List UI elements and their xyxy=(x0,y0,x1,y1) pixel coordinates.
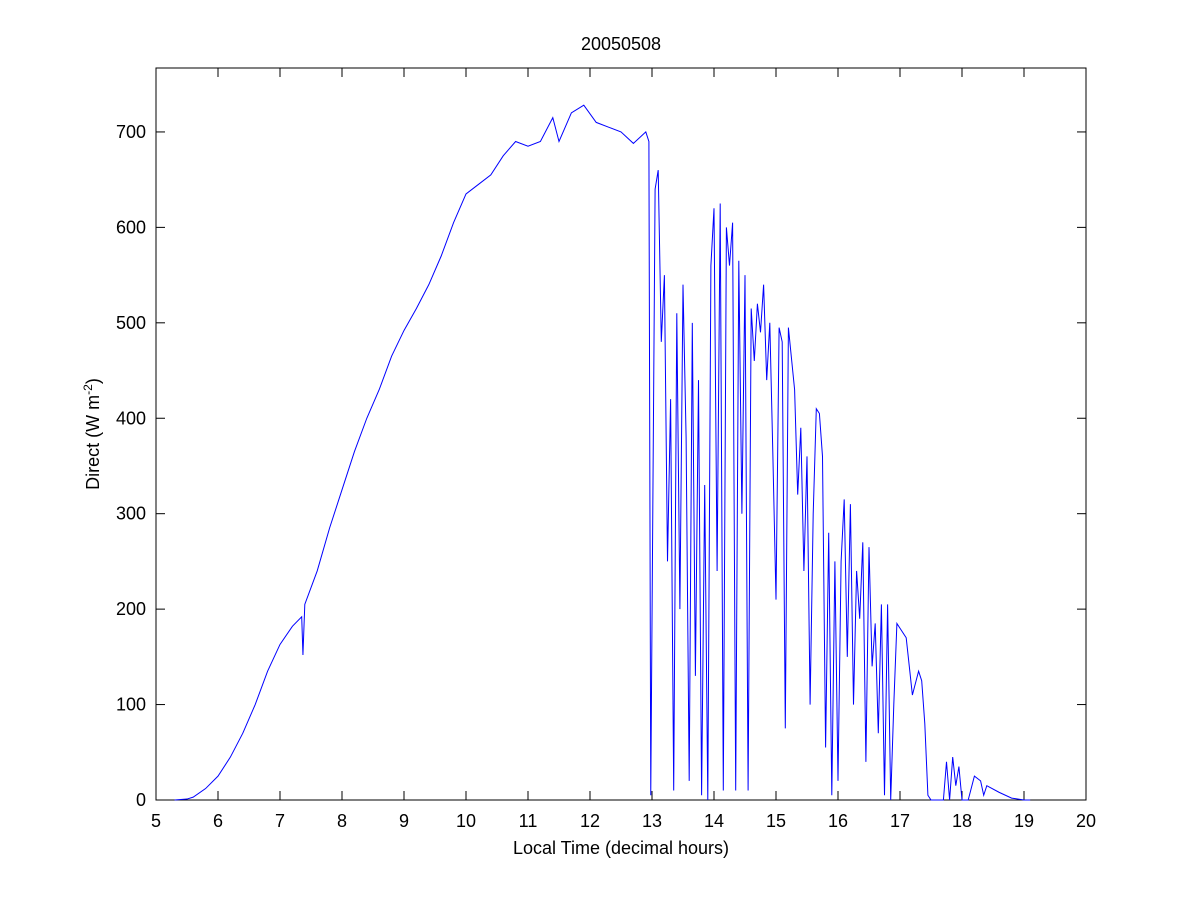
x-tick-label: 18 xyxy=(952,811,972,831)
data-line xyxy=(174,104,1031,801)
y-axis-label-suffix: ) xyxy=(83,378,103,384)
y-tick-label: 600 xyxy=(116,217,146,237)
y-axis-label-text: Direct (W m xyxy=(83,395,103,490)
x-tick-label: 5 xyxy=(151,811,161,831)
x-tick-label: 9 xyxy=(399,811,409,831)
x-tick-label: 20 xyxy=(1076,811,1096,831)
x-tick-label: 19 xyxy=(1014,811,1034,831)
y-tick-label: 400 xyxy=(116,408,146,428)
x-tick-label: 16 xyxy=(828,811,848,831)
y-tick-label: 100 xyxy=(116,695,146,715)
y-tick-label: 200 xyxy=(116,599,146,619)
y-tick-label: 700 xyxy=(116,122,146,142)
x-tick-label: 10 xyxy=(456,811,476,831)
y-axis-label: Direct (W m-2) xyxy=(81,378,103,490)
x-tick-label: 12 xyxy=(580,811,600,831)
x-tick-label: 7 xyxy=(275,811,285,831)
x-axis-label: Local Time (decimal hours) xyxy=(513,838,729,858)
x-tick-label: 6 xyxy=(213,811,223,831)
chart-title: 20050508 xyxy=(581,34,661,54)
y-axis-label-superscript: -2 xyxy=(81,384,95,395)
plot-frame xyxy=(155,67,1087,801)
x-tick-label: 15 xyxy=(766,811,786,831)
x-tick-label: 17 xyxy=(890,811,910,831)
x-tick-label: 14 xyxy=(704,811,724,831)
x-tick-label: 13 xyxy=(642,811,662,831)
y-tick-label: 500 xyxy=(116,313,146,333)
y-tick-label: 300 xyxy=(116,504,146,524)
x-tick-label: 8 xyxy=(337,811,347,831)
y-tick-label: 0 xyxy=(136,790,146,810)
x-tick-label: 11 xyxy=(519,811,538,831)
